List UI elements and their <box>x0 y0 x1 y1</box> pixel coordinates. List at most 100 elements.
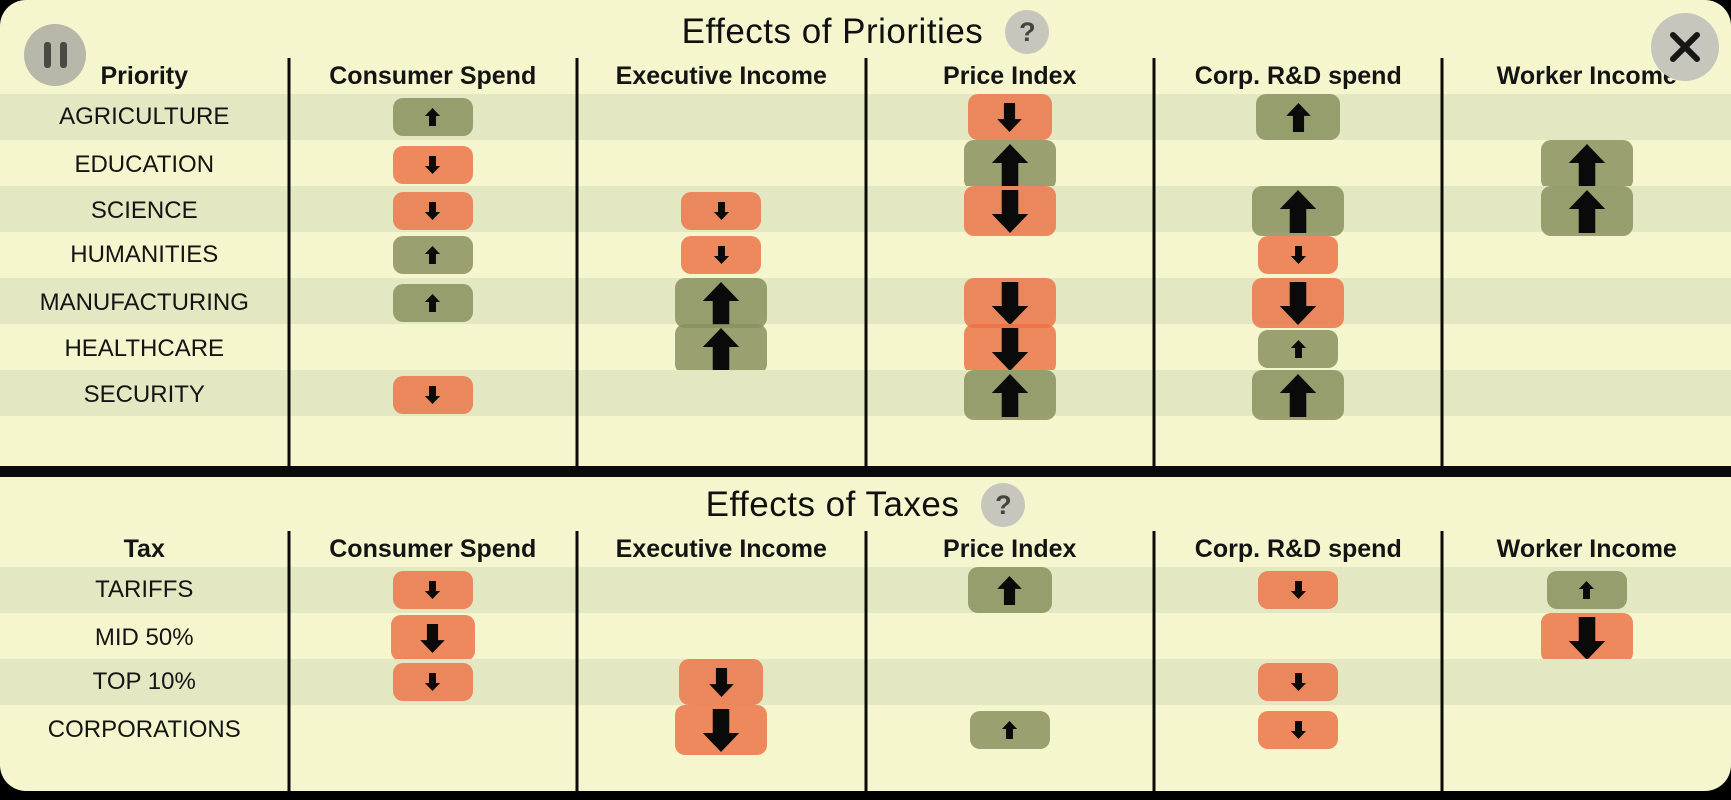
row-label: TARIFFS <box>95 576 194 603</box>
question-icon: ? <box>1019 16 1036 47</box>
effect-cell <box>1154 705 1443 755</box>
row-label: SCIENCE <box>90 197 198 224</box>
effect-badge-up <box>969 711 1050 749</box>
effect-cell <box>1154 567 1443 613</box>
column-divider <box>864 531 867 791</box>
down-arrow-icon <box>708 667 734 697</box>
effect-cell <box>866 324 1155 374</box>
column-header: Price Index <box>943 534 1077 563</box>
effect-cell <box>866 705 1155 755</box>
effect-badge-down <box>392 146 473 184</box>
up-arrow-icon <box>1002 721 1018 739</box>
effect-cell <box>577 140 866 190</box>
down-arrow-icon <box>997 102 1023 132</box>
up-arrow-icon <box>1290 340 1306 358</box>
effect-badge-up <box>675 278 768 328</box>
taxes-help-button[interactable]: ? <box>981 483 1026 527</box>
table-row: HUMANITIES <box>0 232 1731 278</box>
column-header: Tax <box>123 534 165 563</box>
effect-cell <box>577 94 866 140</box>
down-arrow-icon <box>713 202 729 220</box>
effect-cell <box>866 186 1155 236</box>
up-arrow-icon <box>425 294 441 312</box>
up-arrow-icon <box>1280 189 1317 233</box>
effect-cell <box>577 324 866 374</box>
down-arrow-icon <box>991 189 1028 233</box>
effect-cell <box>289 567 578 613</box>
down-arrow-icon <box>425 156 441 174</box>
effect-cell <box>289 186 578 236</box>
up-arrow-icon <box>1579 581 1595 599</box>
effect-badge-down <box>392 571 473 609</box>
section-divider <box>0 466 1731 477</box>
row-label: CORPORATIONS <box>47 716 241 743</box>
column-header: Executive Income <box>615 61 827 90</box>
effect-badge-up <box>392 98 473 136</box>
row-label: HUMANITIES <box>70 241 219 268</box>
close-button[interactable] <box>1651 13 1719 81</box>
column-header: Corp. R&D spend <box>1194 61 1402 90</box>
pause-icon <box>59 42 67 68</box>
effect-cell <box>289 232 578 278</box>
effect-cell <box>1443 278 1731 328</box>
effect-cell <box>1154 324 1443 374</box>
effect-badge-down <box>963 278 1056 328</box>
row-label: HEALTHCARE <box>64 335 225 362</box>
priorities-table: Priority Consumer Spend Executive Income Pr… <box>0 58 1731 466</box>
column-header: Consumer Spend <box>329 61 537 90</box>
up-arrow-icon <box>425 108 441 126</box>
column-divider <box>575 531 579 791</box>
effect-cell <box>1443 324 1731 374</box>
down-arrow-icon <box>991 327 1028 371</box>
priorities-title: Effects of Priorities <box>681 12 984 51</box>
row-label: MANUFACTURING <box>39 289 249 316</box>
up-arrow-icon <box>1280 373 1317 417</box>
effect-cell <box>1154 613 1443 663</box>
down-arrow-icon <box>1290 246 1306 264</box>
effect-badge-down <box>675 705 768 755</box>
up-arrow-icon <box>991 373 1028 417</box>
effect-badge-down <box>390 615 475 661</box>
column-divider <box>864 58 867 466</box>
table-row: HEALTHCARE <box>0 324 1731 374</box>
effect-cell <box>866 140 1155 190</box>
taxes-table: Tax Consumer Spend Executive Income Price I… <box>0 531 1731 791</box>
effect-badge-down <box>1540 613 1633 663</box>
down-arrow-icon <box>991 281 1028 325</box>
effect-cell <box>866 94 1155 140</box>
pause-icon <box>43 42 51 68</box>
priorities-help-button[interactable]: ? <box>1005 10 1050 54</box>
row-label: AGRICULTURE <box>59 103 230 130</box>
effect-cell <box>1154 186 1443 236</box>
up-arrow-icon <box>1568 143 1605 187</box>
effect-badge-up <box>1256 94 1341 140</box>
up-arrow-icon <box>1568 189 1605 233</box>
row-label: EDUCATION <box>74 151 215 178</box>
taxes-title: Effects of Taxes <box>705 485 960 524</box>
effect-cell <box>577 370 866 420</box>
column-header: Priority <box>100 61 189 90</box>
down-arrow-icon <box>425 386 441 404</box>
effect-cell <box>1443 567 1731 613</box>
effect-badge-down <box>679 659 764 705</box>
column-divider <box>1152 531 1156 791</box>
column-header: Corp. R&D spend <box>1194 534 1402 563</box>
effect-cell <box>866 659 1155 705</box>
effect-badge-up <box>1540 186 1633 236</box>
pause-button[interactable] <box>24 24 86 86</box>
down-arrow-icon <box>420 623 446 653</box>
effect-cell <box>289 278 578 328</box>
effect-cell <box>289 140 578 190</box>
effect-badge-up <box>1252 186 1345 236</box>
effect-cell <box>1154 94 1443 140</box>
effect-cell <box>1443 613 1731 663</box>
effect-cell <box>866 232 1155 278</box>
up-arrow-icon <box>425 246 441 264</box>
effect-cell <box>577 186 866 236</box>
taxes-title-row: Effects of Taxes ? <box>0 481 1731 529</box>
effect-cell <box>1443 140 1731 190</box>
column-header: Worker Income <box>1496 61 1677 90</box>
up-arrow-icon <box>703 327 740 371</box>
effect-badge-down <box>1258 236 1339 274</box>
effect-cell <box>866 370 1155 420</box>
